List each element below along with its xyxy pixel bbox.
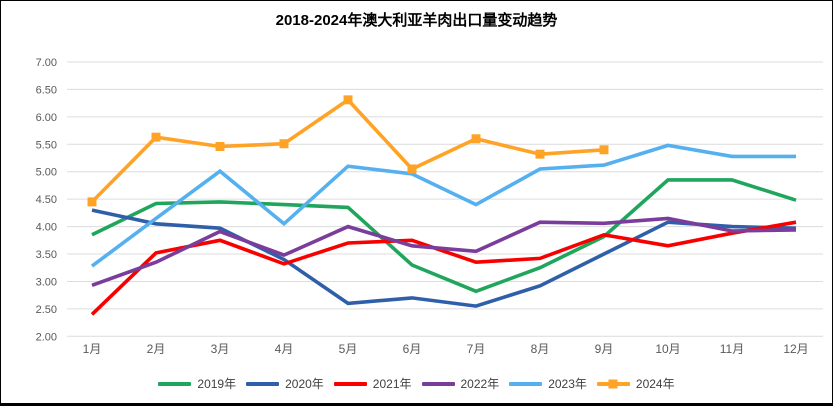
legend-label-2019: 2019年 [197, 377, 237, 391]
series-marker-2024 [215, 141, 225, 151]
legend-item-2019[interactable]: 2019年 [158, 378, 236, 390]
x-axis-tick-label: 4月 [275, 342, 294, 356]
y-axis-tick-label: 6.00 [36, 112, 57, 124]
x-axis-tick-label: 7月 [467, 342, 486, 356]
series-line-2022 [91, 216, 797, 287]
series-marker-2024 [407, 164, 417, 174]
legend-label-2022: 2022年 [460, 377, 500, 391]
series-marker-2024 [471, 134, 481, 144]
legend-item-2022[interactable]: 2022年 [421, 377, 500, 391]
legend-swatch-2023 [509, 382, 543, 386]
legend-item-2023[interactable]: 2023年 [509, 378, 587, 390]
x-axis-tick-label: 8月 [531, 342, 550, 356]
series-line-2023 [90, 143, 796, 268]
y-axis-tick-label: 5.50 [36, 139, 57, 151]
y-axis-tick-label: 6.50 [36, 84, 57, 96]
legend-item-2020[interactable]: 2020年 [246, 378, 324, 390]
y-axis-tick-label: 3.50 [36, 249, 57, 261]
legend: 2019年 2020年 2021年 2022年 2023年 2024年 [1, 378, 832, 390]
series-marker-2024 [279, 139, 289, 149]
series-line-2021 [90, 220, 797, 316]
legend-swatch-2020 [246, 382, 280, 386]
series-line-2020 [91, 208, 797, 308]
x-axis-tick-label: 2月 [147, 342, 166, 356]
x-axis-tick-label: 11月 [720, 342, 744, 356]
series-marker-2024 [87, 197, 97, 207]
series-line-2019 [91, 178, 797, 294]
legend-item-2021[interactable]: 2021年 [333, 377, 412, 391]
x-axis-tick-label: 6月 [403, 342, 422, 356]
x-axis-tick-label: 10月 [655, 342, 680, 356]
y-axis-tick-label: 4.50 [36, 194, 57, 206]
legend-label-2021: 2021年 [372, 377, 412, 391]
legend-swatch-2019 [158, 382, 192, 386]
legend-label-2023: 2023年 [548, 377, 587, 391]
x-axis-tick-label: 12月 [783, 342, 808, 356]
legend-label-2020: 2020年 [285, 377, 324, 391]
legend-marker-square-2024 [608, 379, 618, 389]
x-axis-tick-label: 9月 [595, 342, 614, 356]
y-axis-tick-label: 2.00 [36, 331, 57, 343]
y-axis-tick-label: 5.00 [36, 167, 57, 179]
chart-title: 2018-2024年澳大利亚羊肉出口量变动趋势 [275, 12, 558, 29]
y-axis-tick-label: 2.50 [36, 304, 57, 316]
x-axis-tick-label: 5月 [339, 342, 358, 356]
series-marker-2024 [151, 132, 161, 142]
series-line-2024 [90, 97, 605, 204]
series-marker-2024 [343, 95, 353, 105]
legend-swatch-2022 [421, 382, 455, 386]
series-marker-2024 [599, 145, 609, 155]
y-axis-tick-label: 4.00 [36, 222, 57, 234]
legend-swatch-2024 [596, 379, 630, 389]
series-marker-2024 [535, 149, 545, 159]
x-axis-tick-label: 1月 [83, 342, 102, 356]
legend-swatch-2021 [333, 382, 367, 386]
legend-label-2024: 2024年 [635, 377, 675, 391]
y-axis-tick-label: 7.00 [36, 57, 57, 69]
legend-item-2024[interactable]: 2024年 [596, 377, 675, 391]
x-axis-tick-label: 3月 [211, 342, 230, 356]
y-axis-tick-label: 3.00 [36, 276, 57, 288]
